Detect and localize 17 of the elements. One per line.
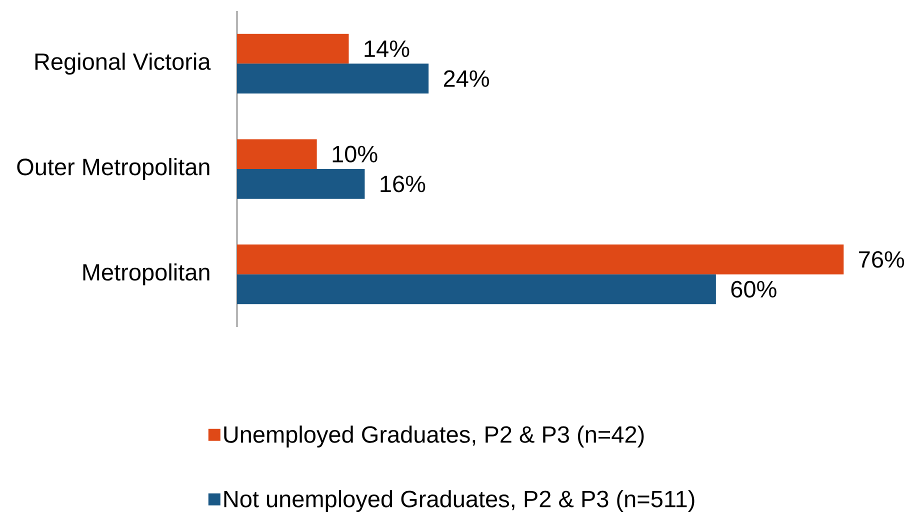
data-label: 60% [731, 280, 776, 298]
legend-label: Not unemployed Graduates, P2 & P3 (n=511) [224, 490, 694, 512]
data-label: 76% [859, 251, 904, 268]
data-label: 24% [444, 70, 489, 87]
data-label: 16% [380, 176, 426, 192]
bar [237, 64, 429, 94]
bar [237, 34, 349, 64]
bar [237, 244, 844, 274]
data-label: 14% [364, 40, 410, 57]
y-tick-label: Outer Metropolitan [17, 158, 210, 180]
y-tick-label: Regional Victoria [35, 52, 211, 75]
y-tick-label: Metropolitan [83, 263, 210, 286]
legend-label: Unemployed Graduates, P2 & P3 (n=42) [224, 426, 644, 448]
bar [237, 274, 716, 304]
data-label: 10% [332, 146, 378, 162]
bar [237, 139, 317, 169]
bar [237, 169, 365, 199]
